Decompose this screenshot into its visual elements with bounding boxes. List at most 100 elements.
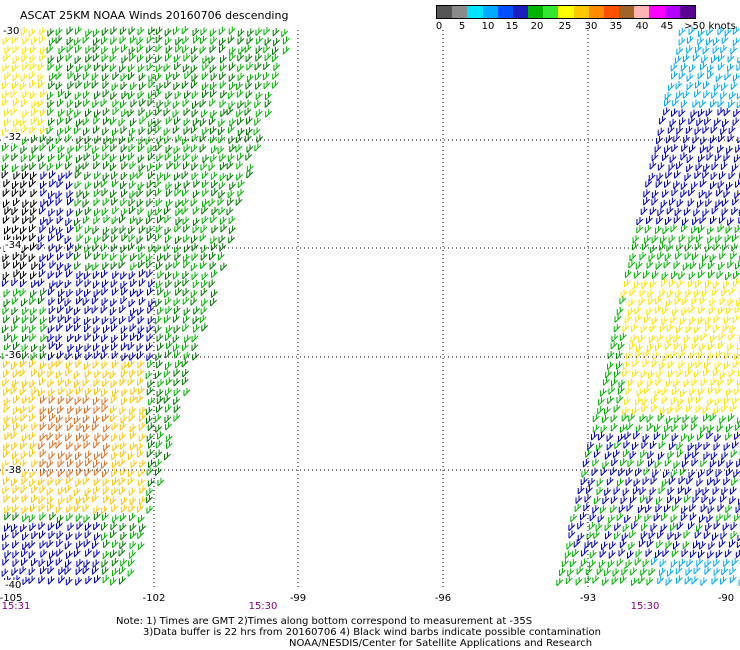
wind-barb xyxy=(110,189,117,199)
wind-barb xyxy=(626,422,634,431)
wind-barb xyxy=(697,36,705,46)
wind-barb xyxy=(92,459,100,469)
wind-barb xyxy=(600,467,608,476)
wind-barb xyxy=(40,549,48,558)
wind-barb xyxy=(662,548,670,558)
wind-barb xyxy=(625,351,633,360)
wind-barb xyxy=(728,99,735,109)
colorbar-label: 25 xyxy=(558,21,572,32)
wind-barb xyxy=(183,126,191,135)
wind-barb xyxy=(93,251,101,261)
wind-barb xyxy=(237,63,245,73)
wind-barb xyxy=(729,486,737,495)
wind-barb xyxy=(574,503,582,513)
wind-barb xyxy=(734,351,740,360)
wind-barb xyxy=(728,368,736,378)
wind-barb xyxy=(118,576,126,585)
wind-barb xyxy=(639,413,647,423)
wind-barb xyxy=(147,359,155,369)
wind-barb xyxy=(644,513,652,523)
wind-barb xyxy=(691,296,699,305)
wind-barb xyxy=(716,513,724,522)
wind-barb xyxy=(84,388,92,397)
wind-barb xyxy=(20,413,28,422)
wind-barb xyxy=(730,404,738,413)
wind-barb xyxy=(146,487,154,497)
wind-barb xyxy=(40,188,48,197)
wind-barb xyxy=(614,369,621,378)
wind-barb xyxy=(657,162,665,171)
wind-barb xyxy=(47,576,55,585)
wind-barb xyxy=(56,279,64,289)
wind-barb xyxy=(163,63,171,72)
wind-barb xyxy=(219,80,227,89)
wind-barb xyxy=(671,108,678,117)
wind-barb xyxy=(39,350,47,360)
wind-barb xyxy=(659,116,666,125)
wind-barb xyxy=(91,296,99,305)
wind-barb xyxy=(181,170,189,180)
wind-barb xyxy=(173,297,181,307)
colorbar-swatch xyxy=(649,6,665,18)
wind-barb xyxy=(155,35,163,44)
wind-barb xyxy=(148,397,156,406)
wind-barb xyxy=(3,226,11,235)
wind-barb xyxy=(220,63,227,72)
wind-barb xyxy=(706,37,713,46)
wind-barb xyxy=(675,566,683,575)
wind-barb xyxy=(601,541,608,551)
wind-barb xyxy=(93,522,101,531)
wind-barb xyxy=(156,404,163,413)
wind-barb xyxy=(58,386,66,396)
wind-barb xyxy=(633,431,641,440)
wind-barb xyxy=(665,540,673,549)
wind-barb xyxy=(12,540,20,549)
wind-barb xyxy=(716,188,724,197)
wind-barb xyxy=(30,207,38,216)
wind-barb xyxy=(703,530,711,540)
wind-barb xyxy=(629,288,637,297)
wind-barb xyxy=(604,487,612,497)
wind-barb xyxy=(665,298,673,308)
wind-barb xyxy=(102,161,110,170)
wind-barb xyxy=(102,550,110,560)
wind-barb xyxy=(110,243,118,252)
wind-barb xyxy=(92,262,100,271)
wind-barb xyxy=(172,343,180,352)
wind-barb xyxy=(708,342,715,351)
wind-barb xyxy=(628,298,636,307)
wind-barb xyxy=(30,289,38,299)
wind-barb xyxy=(102,197,110,206)
wind-barb xyxy=(666,323,674,333)
wind-barb xyxy=(620,495,628,505)
wind-barb xyxy=(662,189,669,198)
wind-barb xyxy=(664,458,672,467)
wind-barb xyxy=(55,190,63,200)
wind-barb xyxy=(127,468,135,478)
wind-barb xyxy=(657,413,665,422)
wind-barb xyxy=(48,341,56,350)
wind-barb xyxy=(693,208,701,217)
wind-barb xyxy=(120,532,128,541)
wind-barb xyxy=(707,424,715,434)
wind-barb xyxy=(164,99,172,108)
wind-barb xyxy=(219,153,227,162)
wind-barb xyxy=(676,449,684,458)
wind-barb xyxy=(65,368,72,377)
wind-barb xyxy=(66,441,74,450)
wind-barb xyxy=(703,441,711,451)
wind-barb xyxy=(667,125,675,134)
wind-barb xyxy=(21,207,29,216)
wind-barb xyxy=(657,451,665,461)
wind-barb xyxy=(699,541,706,550)
wind-barb xyxy=(732,440,739,449)
wind-barb xyxy=(101,316,109,325)
wind-barb xyxy=(127,108,135,118)
wind-barb xyxy=(28,567,36,576)
wind-barb xyxy=(182,188,189,197)
wind-barb xyxy=(28,431,36,441)
wind-barb xyxy=(3,199,10,208)
wind-barb xyxy=(48,190,55,200)
wind-barb xyxy=(83,271,91,280)
wind-barb xyxy=(616,361,623,370)
